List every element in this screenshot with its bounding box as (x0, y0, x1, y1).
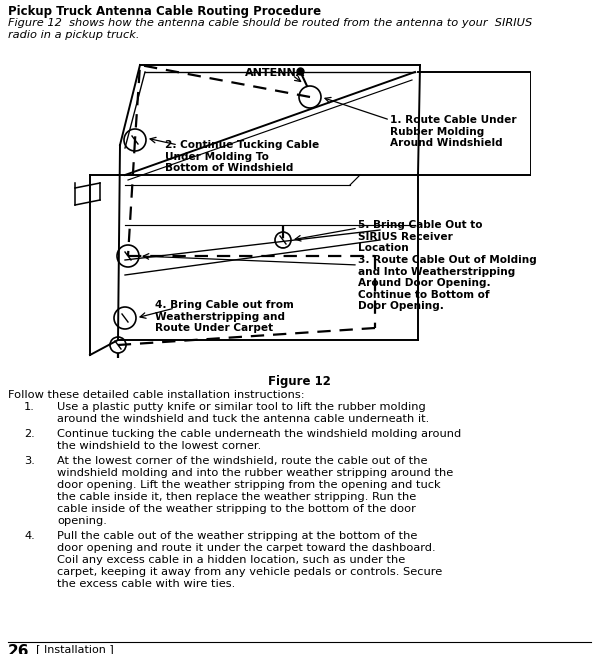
Text: the excess cable with wire ties.: the excess cable with wire ties. (57, 579, 235, 589)
Text: opening.: opening. (57, 516, 107, 526)
Text: Figure 12  shows how the antenna cable should be routed from the antenna to your: Figure 12 shows how the antenna cable sh… (8, 18, 533, 28)
Text: around the windshield and tuck the antenna cable underneath it.: around the windshield and tuck the anten… (57, 414, 429, 424)
Text: the windshield to the lowest corner.: the windshield to the lowest corner. (57, 441, 261, 451)
Text: 4. Bring Cable out from
Weatherstripping and
Route Under Carpet: 4. Bring Cable out from Weatherstripping… (155, 300, 294, 333)
Text: Figure 12: Figure 12 (268, 375, 331, 388)
Text: 1. Route Cable Under
Rubber Molding
Around Windshield: 1. Route Cable Under Rubber Molding Arou… (390, 115, 516, 148)
Text: windshield molding and into the rubber weather stripping around the: windshield molding and into the rubber w… (57, 468, 453, 478)
Text: cable inside of the weather stripping to the bottom of the door: cable inside of the weather stripping to… (57, 504, 416, 514)
Text: Coil any excess cable in a hidden location, such as under the: Coil any excess cable in a hidden locati… (57, 555, 406, 565)
Text: [ Installation ]: [ Installation ] (36, 644, 114, 654)
Text: At the lowest corner of the windshield, route the cable out of the: At the lowest corner of the windshield, … (57, 456, 428, 466)
Text: 2. Continue Tucking Cable
Under Molding To
Bottom of Windshield: 2. Continue Tucking Cable Under Molding … (165, 140, 319, 173)
Text: radio in a pickup truck.: radio in a pickup truck. (8, 30, 140, 40)
Text: Continue tucking the cable underneath the windshield molding around: Continue tucking the cable underneath th… (57, 429, 461, 439)
Text: door opening. Lift the weather stripping from the opening and tuck: door opening. Lift the weather stripping… (57, 480, 441, 490)
Text: 5. Bring Cable Out to
SIRIUS Receiver
Location: 5. Bring Cable Out to SIRIUS Receiver Lo… (358, 220, 483, 253)
Text: door opening and route it under the carpet toward the dashboard.: door opening and route it under the carp… (57, 543, 435, 553)
Text: Use a plastic putty knife or similar tool to lift the rubber molding: Use a plastic putty knife or similar too… (57, 402, 426, 412)
Text: 4.: 4. (24, 531, 35, 541)
Text: 3.: 3. (24, 456, 35, 466)
Text: carpet, keeping it away from any vehicle pedals or controls. Secure: carpet, keeping it away from any vehicle… (57, 567, 442, 577)
Text: Pickup Truck Antenna Cable Routing Procedure: Pickup Truck Antenna Cable Routing Proce… (8, 5, 321, 18)
Text: 3. Route Cable Out of Molding
and Into Weatherstripping
Around Door Opening.
Con: 3. Route Cable Out of Molding and Into W… (358, 255, 537, 311)
Text: Follow these detailed cable installation instructions:: Follow these detailed cable installation… (8, 390, 305, 400)
Text: ANTENNA: ANTENNA (244, 68, 305, 78)
Text: 2.: 2. (24, 429, 35, 439)
Text: 1.: 1. (24, 402, 35, 412)
Text: Pull the cable out of the weather stripping at the bottom of the: Pull the cable out of the weather stripp… (57, 531, 418, 541)
Text: the cable inside it, then replace the weather stripping. Run the: the cable inside it, then replace the we… (57, 492, 416, 502)
Text: 26: 26 (8, 644, 29, 654)
